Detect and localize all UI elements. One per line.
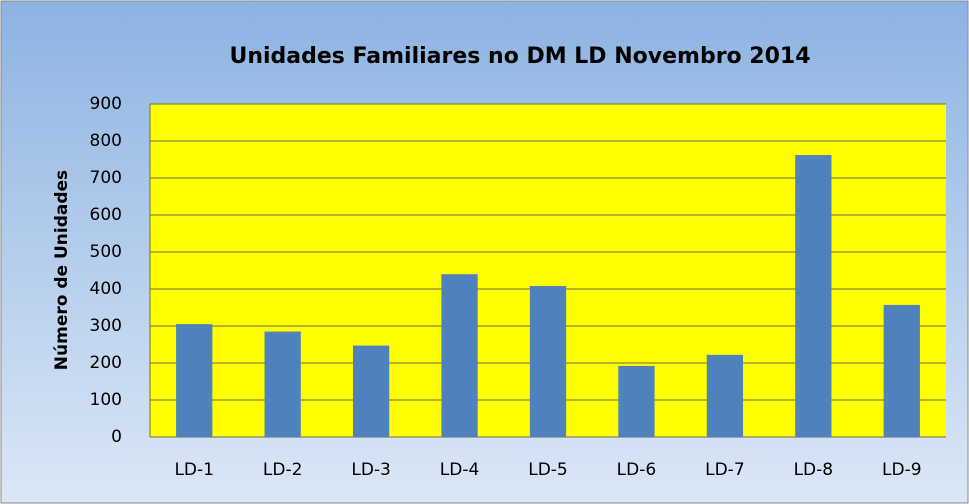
y-tick-label: 500 [90, 242, 122, 262]
y-tick-label: 800 [90, 131, 122, 151]
y-tick-label: 100 [90, 390, 122, 410]
x-tick-label: LD-5 [528, 460, 568, 480]
y-tick-label: 600 [90, 205, 122, 225]
y-axis-label: Número de Unidades [52, 170, 72, 370]
bar [529, 286, 567, 437]
bar [441, 274, 478, 437]
chart-title: Unidades Familiares no DM LD Novembro 20… [229, 44, 810, 69]
x-tick-label: LD-3 [351, 460, 391, 480]
y-tick-label: 400 [90, 279, 122, 299]
y-tick-label: 700 [90, 168, 122, 188]
x-tick-label: LD-7 [705, 460, 745, 480]
bar [883, 304, 920, 437]
bar [352, 345, 390, 437]
x-tick-label: LD-1 [174, 460, 214, 480]
y-tick-label: 300 [90, 316, 122, 336]
x-tick-label: LD-4 [440, 460, 480, 480]
x-tick-label: LD-2 [263, 460, 303, 480]
x-tick-label: LD-9 [882, 460, 922, 480]
y-tick-label: 900 [90, 94, 122, 114]
x-tick-label: LD-6 [617, 460, 657, 480]
bar [618, 365, 655, 437]
bar [176, 324, 213, 437]
y-tick-label: 200 [90, 353, 122, 373]
y-tick-label: 0 [111, 427, 122, 447]
bar [264, 331, 301, 437]
x-tick-label: LD-8 [794, 460, 834, 480]
bar [706, 354, 744, 437]
bar [795, 155, 832, 437]
